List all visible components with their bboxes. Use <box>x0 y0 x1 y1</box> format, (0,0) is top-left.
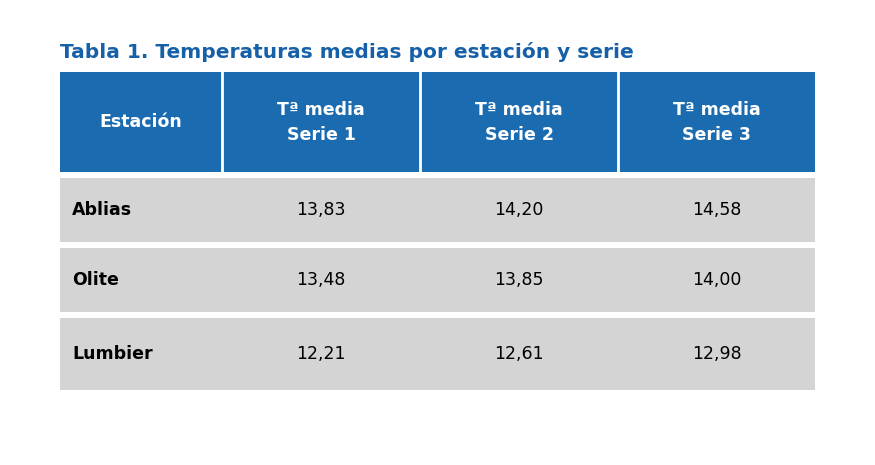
Text: 13,83: 13,83 <box>297 201 346 219</box>
FancyBboxPatch shape <box>618 72 815 172</box>
FancyBboxPatch shape <box>222 248 420 312</box>
FancyBboxPatch shape <box>222 72 420 172</box>
FancyBboxPatch shape <box>60 178 222 242</box>
Text: 12,61: 12,61 <box>494 345 544 363</box>
Text: Ablias: Ablias <box>72 201 132 219</box>
Text: 12,21: 12,21 <box>297 345 346 363</box>
Text: Tª media
Serie 2: Tª media Serie 2 <box>475 100 563 144</box>
FancyBboxPatch shape <box>60 318 222 390</box>
FancyBboxPatch shape <box>420 318 618 390</box>
FancyBboxPatch shape <box>420 178 618 242</box>
Text: Tª media
Serie 1: Tª media Serie 1 <box>277 100 365 144</box>
FancyBboxPatch shape <box>420 72 618 172</box>
FancyBboxPatch shape <box>618 178 815 242</box>
FancyBboxPatch shape <box>222 178 420 242</box>
Text: 14,20: 14,20 <box>494 201 543 219</box>
Text: 12,98: 12,98 <box>691 345 741 363</box>
Text: Estación: Estación <box>100 113 183 131</box>
Text: Lumbier: Lumbier <box>72 345 152 363</box>
Text: 14,00: 14,00 <box>692 271 741 289</box>
Text: 13,85: 13,85 <box>494 271 543 289</box>
Text: 14,58: 14,58 <box>692 201 741 219</box>
FancyBboxPatch shape <box>60 72 222 172</box>
Text: Tabla 1. Temperaturas medias por estación y serie: Tabla 1. Temperaturas medias por estació… <box>60 42 634 62</box>
Text: Tª media
Serie 3: Tª media Serie 3 <box>673 100 760 144</box>
FancyBboxPatch shape <box>60 248 222 312</box>
FancyBboxPatch shape <box>420 248 618 312</box>
FancyBboxPatch shape <box>222 318 420 390</box>
Text: 13,48: 13,48 <box>297 271 346 289</box>
FancyBboxPatch shape <box>618 248 815 312</box>
FancyBboxPatch shape <box>618 318 815 390</box>
Text: Olite: Olite <box>72 271 119 289</box>
